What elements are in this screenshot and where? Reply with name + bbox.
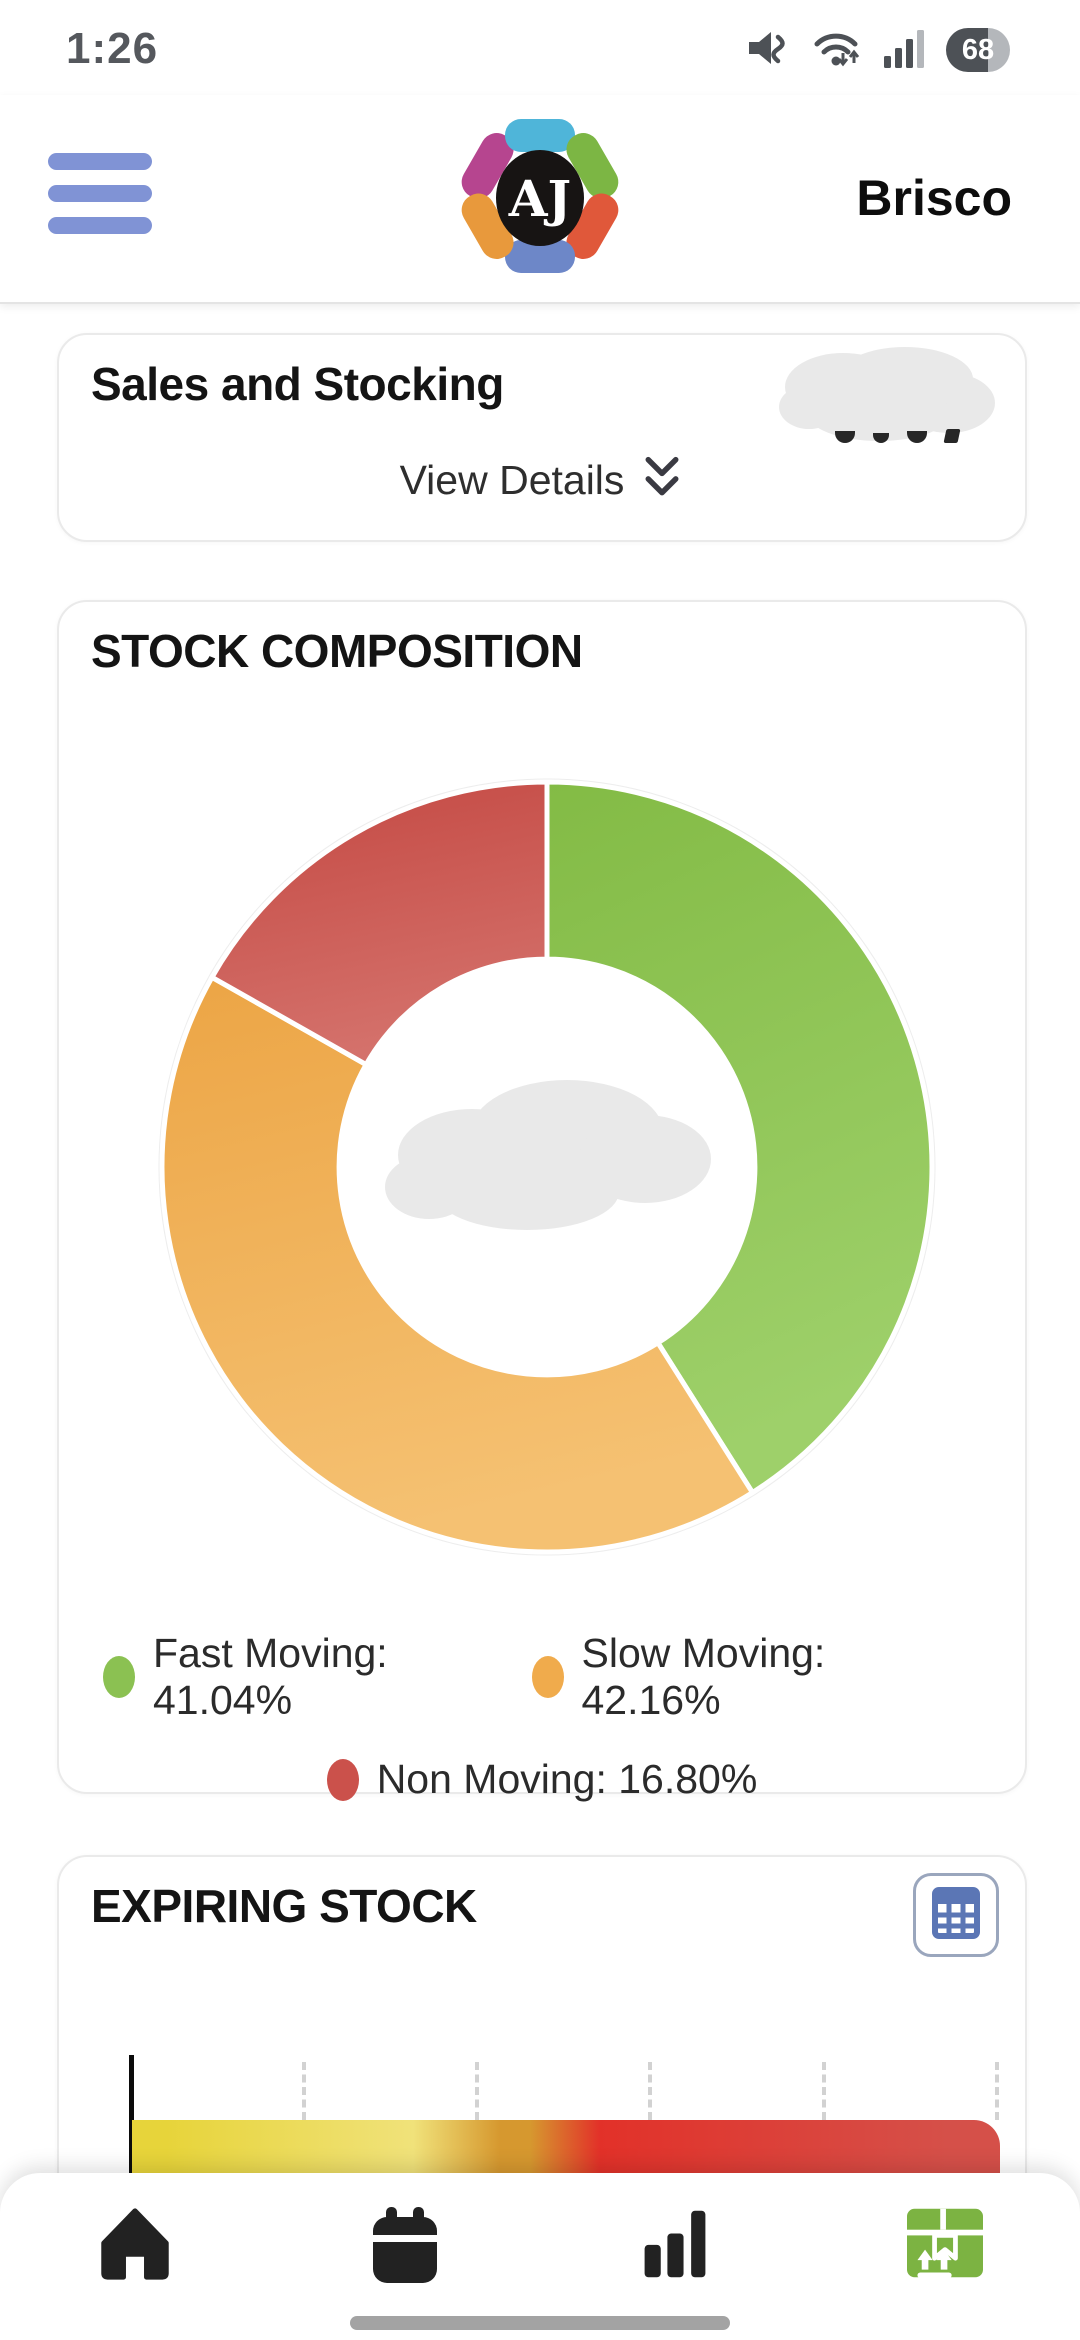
legend-dot-slow-moving <box>531 1656 564 1698</box>
cell-signal-icon <box>882 26 926 75</box>
legend-dot-fast-moving <box>103 1656 135 1698</box>
battery-percent: 68 <box>961 33 995 66</box>
view-details-button[interactable]: View Details <box>59 453 1025 508</box>
sales-stocking-card: Sales and Stocking View Details <box>57 333 1027 542</box>
nav-item-calendar[interactable] <box>270 2173 540 2340</box>
stock-donut-chart <box>127 747 967 1587</box>
view-details-label: View Details <box>399 457 625 503</box>
donut-segment-slow-moving <box>159 973 756 1555</box>
nav-item-inventory[interactable] <box>810 2173 1080 2340</box>
sales-card-title: Sales and Stocking <box>91 358 504 410</box>
wifi-icon <box>810 25 862 76</box>
status-bar: 1:26 <box>0 0 1080 95</box>
bar-chart-gridline <box>995 2062 999 2120</box>
home-indicator[interactable] <box>350 2316 730 2330</box>
bar-chart-icon <box>637 2205 713 2286</box>
donut-segment-non-moving <box>208 779 550 1068</box>
double-chevron-down-icon <box>640 453 684 508</box>
volume-muted-icon <box>744 25 790 76</box>
home-icon <box>96 2205 174 2286</box>
package-icon <box>905 2205 985 2286</box>
redacted-value-blob <box>779 347 995 441</box>
table-icon <box>931 1886 981 1945</box>
bar-chart-gridline <box>475 2062 479 2120</box>
account-name: Brisco <box>856 170 1012 226</box>
nav-item-home[interactable] <box>0 2173 270 2340</box>
donut-legend: Fast Moving: 41.04% Slow Moving: 42.16% … <box>59 1630 1025 1803</box>
bar-chart-gridline <box>648 2062 652 2120</box>
redacted-center-blob <box>385 1080 711 1230</box>
legend-dot-non-moving <box>326 1758 359 1801</box>
logo-monogram: AJ <box>508 169 571 228</box>
legend-item-fast-moving: Fast Moving: 41.04% <box>103 1630 532 1724</box>
calendar-icon <box>365 2205 445 2290</box>
status-icons: 68 <box>744 26 1010 74</box>
legend-item-non-moving: Non Moving: 16.80% <box>326 1756 757 1803</box>
nav-item-stats[interactable] <box>540 2173 810 2340</box>
status-time: 1:26 <box>66 24 159 73</box>
logo-hands <box>461 119 619 273</box>
legend-item-slow-moving: Slow Moving: 42.16% <box>531 1630 970 1724</box>
bar-chart-gridline <box>302 2062 306 2120</box>
menu-button[interactable] <box>48 153 152 234</box>
bar-chart-axis <box>129 2055 134 2177</box>
stock-card-title: STOCK COMPOSITION <box>91 625 583 677</box>
table-view-button[interactable] <box>913 1873 999 1957</box>
donut-segment-fast-moving <box>544 779 935 1497</box>
header: AJ Brisco <box>0 95 1080 304</box>
app-logo: AJ <box>455 111 625 281</box>
stock-composition-card: STOCK COMPOSITION <box>57 600 1027 1802</box>
bar-chart-gridline <box>822 2062 826 2120</box>
bottom-nav <box>0 2173 1080 2340</box>
expiring-card-title: EXPIRING STOCK <box>91 1880 477 1932</box>
battery-icon: 68 <box>946 28 1010 72</box>
redacted-text-fragments <box>835 429 961 443</box>
donut-segments <box>159 779 935 1555</box>
